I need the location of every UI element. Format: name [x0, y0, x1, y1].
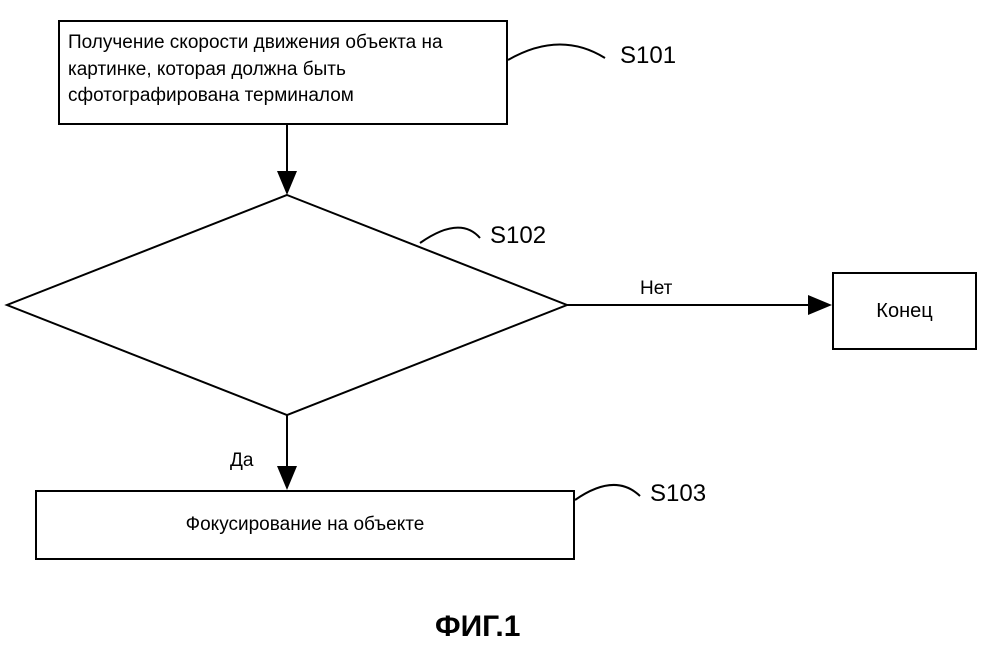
edge-label-yes: Да	[230, 450, 253, 472]
decision-text-s102: Определение, находится ли скорость движе…	[87, 228, 487, 378]
process-text-s103: Фокусирование на объекте	[186, 512, 425, 539]
process-box-s103: Фокусирование на объекте	[35, 490, 575, 560]
edge-label-no: Нет	[640, 278, 672, 300]
connector-s101	[508, 44, 605, 60]
terminal-box-end: Конец	[832, 272, 977, 350]
figure-caption: ФИГ.1	[435, 610, 520, 644]
process-box-s101: Получение скорости движения объекта на к…	[58, 20, 508, 125]
step-label-s103: S103	[650, 480, 706, 508]
step-label-s101: S101	[620, 42, 676, 70]
step-label-s102: S102	[490, 222, 546, 250]
connector-s103	[575, 485, 640, 500]
process-text-s101: Получение скорости движения объекта на к…	[68, 30, 498, 110]
terminal-text-end: Конец	[876, 297, 932, 325]
